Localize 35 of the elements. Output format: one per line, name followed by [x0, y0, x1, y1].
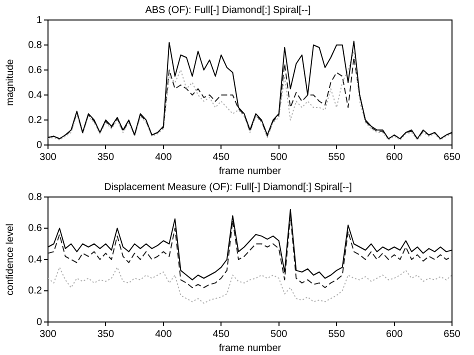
chart-title: ABS (OF): Full[-] Diamond[:] Spiral[--] [145, 4, 312, 16]
x-tick-label: 600 [386, 152, 404, 163]
x-tick-label: 650 [444, 328, 461, 340]
y-tick-label: 0 [36, 316, 42, 328]
y-tick-label: 0.8 [28, 192, 42, 203]
x-tick-label: 350 [97, 328, 114, 340]
y-tick-label: 0.8 [28, 40, 42, 51]
x-tick-label: 450 [212, 328, 230, 340]
x-tick-label: 500 [270, 152, 288, 163]
y-tick-label: 1 [36, 14, 42, 26]
x-axis-title: frame number [218, 342, 282, 354]
y-tick-label: 0.4 [28, 90, 42, 101]
chart-title: Displacement Measure (OF): Full[-] Diamond[:] Spiral[--] [104, 182, 352, 193]
y-axis-title: confidence level [4, 224, 16, 296]
x-tick-label: 450 [212, 152, 230, 163]
y-tick-label: 0.6 [28, 223, 42, 234]
x-tick-label: 500 [270, 328, 288, 340]
x-tick-label: 550 [328, 152, 346, 163]
x-tick-label: 300 [40, 328, 57, 340]
x-axis-title: frame number [218, 166, 282, 177]
x-tick-label: 650 [444, 152, 461, 163]
x-tick-label: 400 [155, 328, 172, 340]
x-tick-label: 400 [155, 152, 172, 163]
y-tick-label: 0.2 [28, 114, 42, 126]
x-tick-label: 350 [97, 152, 114, 163]
x-tick-label: 550 [328, 328, 346, 340]
y-tick-label: 0 [36, 140, 42, 151]
y-tick-label: 0.6 [28, 64, 42, 76]
y-tick-label: 0.2 [28, 286, 42, 296]
y-axis-title: magnitude [4, 58, 16, 106]
line-series [48, 215, 452, 288]
y-tick-label: 0.4 [28, 254, 42, 266]
x-tick-label: 600 [386, 328, 404, 340]
line-series [48, 266, 452, 304]
x-tick-label: 300 [40, 152, 57, 163]
